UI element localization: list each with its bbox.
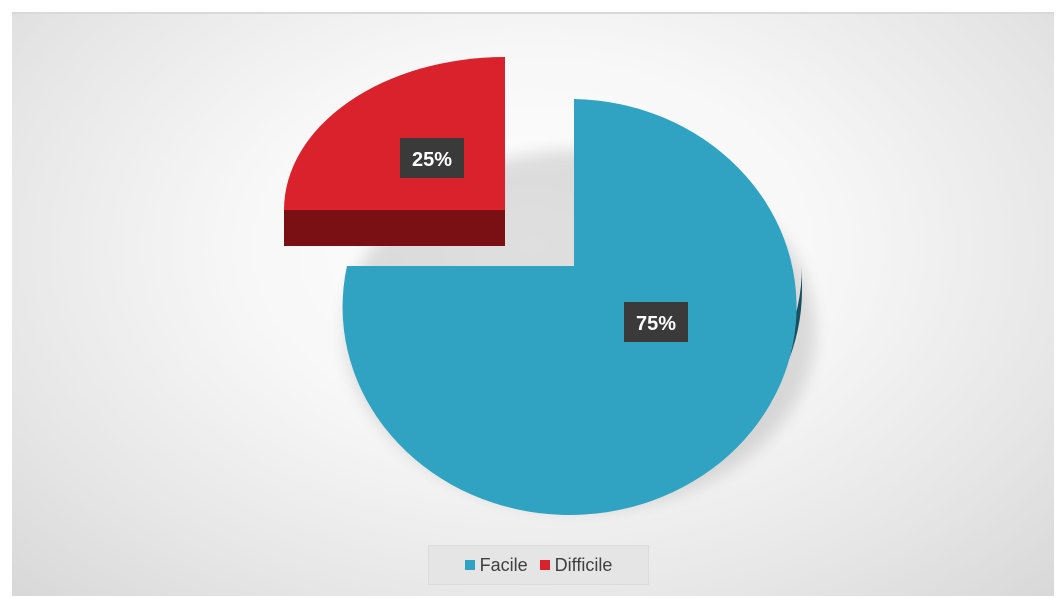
slice-difficile-side [284, 210, 505, 246]
data-label-text: 75% [636, 313, 676, 335]
legend-label-difficile: Difficile [554, 554, 613, 575]
slice-difficile [284, 57, 505, 210]
legend-swatch-difficile [539, 560, 550, 570]
slice-facile [342, 99, 797, 515]
data-label-difficile: 25% [400, 138, 464, 178]
data-label-facile: 75% [624, 302, 688, 342]
data-label-bg [400, 138, 464, 178]
legend: Facile Difficile [428, 545, 649, 585]
legend-item-difficile: Difficile [539, 554, 613, 576]
legend-swatch-facile [464, 560, 475, 570]
legend-item-facile: Facile [464, 554, 528, 576]
legend-label-facile: Facile [479, 554, 528, 575]
data-label-bg [624, 302, 688, 342]
data-label-text: 25% [412, 149, 452, 171]
